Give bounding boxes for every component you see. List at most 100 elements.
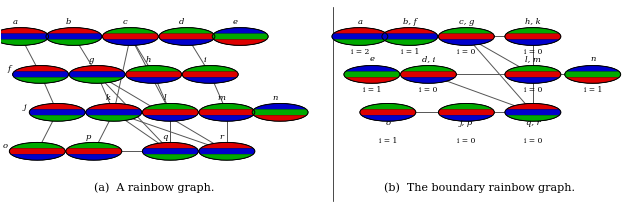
Polygon shape bbox=[506, 103, 559, 109]
Polygon shape bbox=[199, 148, 255, 154]
Circle shape bbox=[401, 66, 456, 83]
Circle shape bbox=[13, 66, 68, 83]
Text: j: j bbox=[24, 103, 27, 111]
Circle shape bbox=[182, 66, 238, 83]
Text: d, i: d, i bbox=[422, 56, 435, 63]
Circle shape bbox=[438, 103, 494, 121]
Polygon shape bbox=[47, 28, 100, 33]
Circle shape bbox=[159, 28, 215, 45]
Circle shape bbox=[86, 103, 141, 121]
Polygon shape bbox=[382, 33, 438, 39]
Text: r: r bbox=[220, 133, 223, 141]
Polygon shape bbox=[10, 148, 65, 154]
Text: j, p: j, p bbox=[460, 119, 473, 127]
Polygon shape bbox=[31, 103, 84, 109]
Polygon shape bbox=[88, 103, 140, 109]
Polygon shape bbox=[125, 71, 182, 77]
Polygon shape bbox=[144, 142, 196, 148]
Polygon shape bbox=[360, 109, 416, 115]
Polygon shape bbox=[253, 103, 307, 109]
Polygon shape bbox=[383, 39, 436, 45]
Polygon shape bbox=[66, 148, 122, 154]
Polygon shape bbox=[144, 103, 196, 109]
Circle shape bbox=[212, 28, 268, 45]
Polygon shape bbox=[506, 28, 559, 33]
Circle shape bbox=[142, 142, 198, 160]
Circle shape bbox=[66, 142, 122, 160]
Text: e: e bbox=[232, 18, 237, 26]
Text: h, k: h, k bbox=[525, 18, 541, 26]
Polygon shape bbox=[88, 115, 140, 121]
Text: i = 0: i = 0 bbox=[524, 86, 542, 94]
Polygon shape bbox=[566, 66, 619, 71]
Polygon shape bbox=[184, 66, 237, 71]
Polygon shape bbox=[440, 28, 493, 33]
Polygon shape bbox=[440, 39, 493, 45]
Circle shape bbox=[332, 28, 388, 45]
Text: (b)  The boundary rainbow graph.: (b) The boundary rainbow graph. bbox=[384, 183, 575, 193]
Polygon shape bbox=[11, 154, 63, 160]
Polygon shape bbox=[402, 77, 455, 83]
Text: i = 0: i = 0 bbox=[419, 86, 438, 94]
Circle shape bbox=[10, 142, 65, 160]
Text: c: c bbox=[123, 18, 127, 26]
Text: b, f: b, f bbox=[403, 18, 417, 26]
Polygon shape bbox=[14, 77, 67, 83]
Circle shape bbox=[199, 103, 255, 121]
Polygon shape bbox=[200, 142, 253, 148]
Circle shape bbox=[0, 28, 49, 45]
Polygon shape bbox=[29, 109, 85, 115]
Text: i = 1: i = 1 bbox=[401, 48, 419, 56]
Polygon shape bbox=[401, 71, 456, 77]
Circle shape bbox=[102, 28, 158, 45]
Polygon shape bbox=[69, 71, 125, 77]
Circle shape bbox=[565, 66, 621, 83]
Polygon shape bbox=[104, 39, 157, 45]
Circle shape bbox=[29, 103, 85, 121]
Polygon shape bbox=[438, 109, 494, 115]
Text: h: h bbox=[146, 56, 151, 64]
Polygon shape bbox=[161, 28, 213, 33]
Polygon shape bbox=[0, 28, 47, 33]
Polygon shape bbox=[13, 71, 68, 77]
Polygon shape bbox=[440, 115, 493, 121]
Polygon shape bbox=[505, 71, 561, 77]
Polygon shape bbox=[565, 71, 621, 77]
Text: c, g: c, g bbox=[459, 18, 474, 26]
Text: e: e bbox=[369, 56, 374, 63]
Polygon shape bbox=[142, 109, 198, 115]
Polygon shape bbox=[333, 28, 387, 33]
Text: b: b bbox=[66, 18, 71, 26]
Text: i = 0: i = 0 bbox=[524, 137, 542, 145]
Circle shape bbox=[505, 103, 561, 121]
Polygon shape bbox=[402, 66, 455, 71]
Circle shape bbox=[360, 103, 416, 121]
Text: g: g bbox=[89, 56, 95, 64]
Text: i = 0: i = 0 bbox=[457, 137, 476, 145]
Polygon shape bbox=[200, 115, 253, 121]
Polygon shape bbox=[506, 39, 559, 45]
Text: n: n bbox=[590, 56, 595, 63]
Circle shape bbox=[46, 28, 102, 45]
Polygon shape bbox=[71, 66, 124, 71]
Text: i = 2: i = 2 bbox=[351, 48, 369, 56]
Polygon shape bbox=[346, 66, 398, 71]
Polygon shape bbox=[440, 103, 493, 109]
Text: d: d bbox=[179, 18, 184, 26]
Polygon shape bbox=[383, 28, 436, 33]
Polygon shape bbox=[566, 77, 619, 83]
Polygon shape bbox=[200, 154, 253, 160]
Circle shape bbox=[505, 28, 561, 45]
Polygon shape bbox=[144, 115, 196, 121]
Text: (a)  A rainbow graph.: (a) A rainbow graph. bbox=[93, 183, 214, 193]
Circle shape bbox=[142, 103, 198, 121]
Text: n: n bbox=[272, 94, 278, 102]
Polygon shape bbox=[199, 109, 255, 115]
Polygon shape bbox=[144, 154, 196, 160]
Circle shape bbox=[252, 103, 308, 121]
Polygon shape bbox=[212, 33, 268, 39]
Text: l: l bbox=[164, 94, 166, 102]
Polygon shape bbox=[102, 33, 158, 39]
Polygon shape bbox=[14, 66, 67, 71]
Polygon shape bbox=[182, 71, 238, 77]
